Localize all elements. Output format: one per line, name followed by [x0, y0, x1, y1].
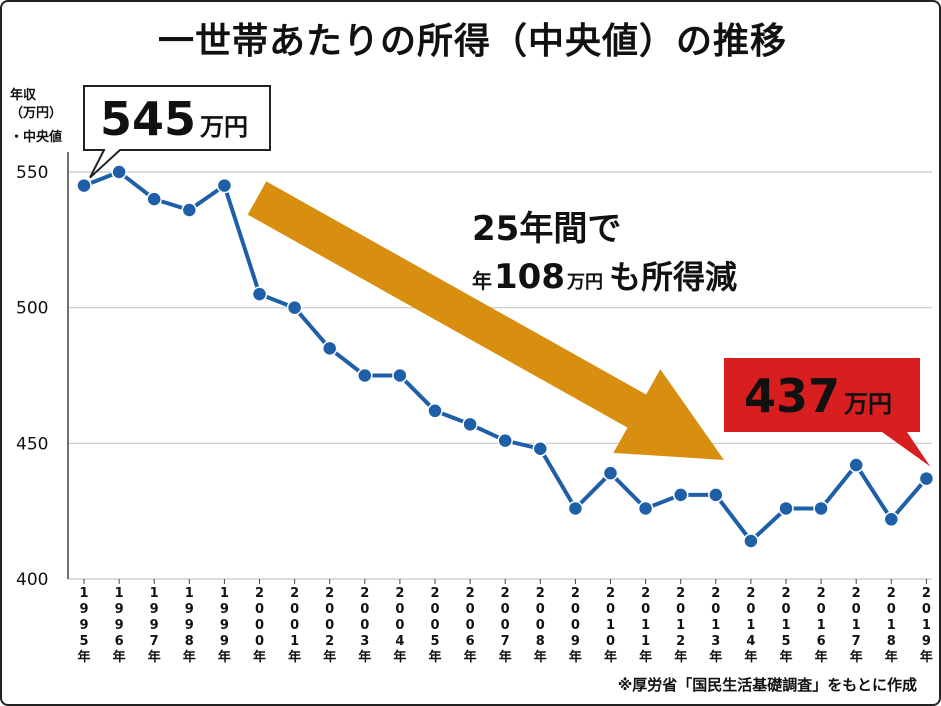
data-point	[672, 487, 689, 503]
data-point	[111, 164, 127, 180]
data-point	[321, 340, 338, 357]
y-axis-label-line2: （万円）	[10, 106, 63, 121]
data-point	[848, 457, 864, 473]
y-tick-label: 500	[16, 299, 48, 319]
data-point	[427, 403, 443, 419]
data-point	[532, 441, 549, 457]
data-point	[743, 533, 759, 549]
data-point	[181, 202, 198, 218]
y-axis-label-line3: ・中央値	[10, 130, 63, 145]
end-callout-text: 437 万円	[744, 369, 892, 423]
data-point	[462, 416, 478, 433]
trend-arrow	[247, 181, 724, 460]
start-callout-text: 545 万円	[100, 92, 248, 146]
data-point	[602, 465, 619, 481]
y-tick-label: 450	[16, 434, 48, 454]
data-point	[497, 432, 513, 449]
data-point	[567, 500, 584, 517]
data-point	[813, 500, 829, 517]
y-axis-label-line1: 年収	[10, 88, 37, 103]
end-callout-box	[724, 358, 931, 467]
data-point	[146, 191, 162, 207]
data-point	[883, 511, 900, 528]
data-point	[357, 367, 373, 384]
data-point	[392, 367, 408, 384]
data-point	[778, 500, 794, 517]
data-point	[708, 487, 724, 503]
data-point	[216, 177, 233, 194]
data-point	[76, 177, 92, 194]
source-note: ※厚労省「国民生活基礎調査」をもとに作成	[617, 676, 917, 694]
data-point	[251, 286, 268, 302]
trend-text-line1: 25年間で	[472, 209, 621, 249]
y-tick-label: 400	[16, 570, 48, 590]
data-point	[637, 500, 654, 517]
data-point	[286, 299, 303, 316]
y-tick-label: 550	[16, 163, 48, 183]
start-callout-box	[83, 85, 271, 179]
trend-text-line2: 年108 万円 も所得減	[472, 257, 737, 297]
chart-title: 一世帯あたりの所得（中央値）の推移	[157, 21, 787, 62]
data-point	[918, 470, 935, 487]
